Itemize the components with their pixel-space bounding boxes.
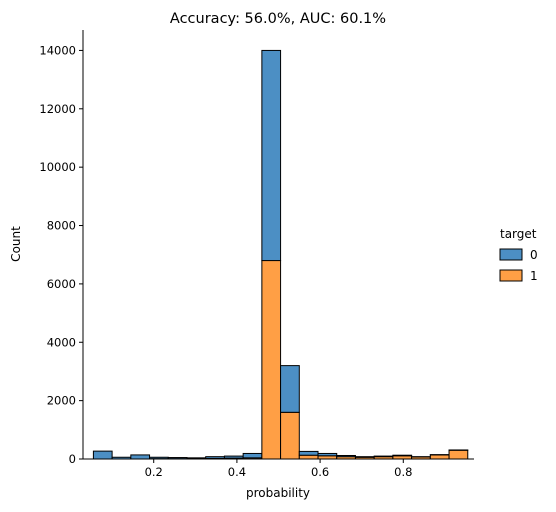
x-tick-label: 0.8: [394, 465, 412, 479]
bar-target-0-bin-6: [205, 456, 225, 459]
bar-target-0-bin-9: [261, 49, 282, 262]
bar-target-1-bin-18: [429, 454, 450, 460]
legend-label-1: 1: [530, 269, 538, 283]
bar-target-1-bin-19: [448, 449, 469, 460]
bar-target-0-bin-15: [373, 455, 394, 458]
y-tick-label: 12000: [39, 102, 76, 116]
bar-target-0-bin-11: [298, 450, 319, 456]
x-tick-label: 0.4: [228, 465, 246, 479]
bar-target-0-bin-16: [392, 454, 413, 457]
y-tick-label: 10000: [39, 160, 76, 174]
bars-layer: [92, 49, 469, 460]
y-tick-label: 8000: [47, 219, 76, 233]
bar-target-1-bin-10: [280, 411, 300, 460]
x-tick-label: 0.6: [311, 465, 329, 479]
x-tick-label: 0.2: [145, 465, 163, 479]
y-axis-label: Count: [9, 226, 23, 262]
legend-title: target: [500, 227, 537, 241]
bar-target-0-bin-12: [317, 452, 338, 457]
legend: target 0 1: [499, 227, 538, 283]
bar-target-0-bin-2: [130, 454, 151, 460]
legend-swatch-0: [499, 248, 523, 261]
bar-target-0-bin-13: [336, 454, 356, 458]
axes-layer: [82, 30, 474, 460]
bar-target-0-bin-8: [242, 452, 263, 459]
x-ticks: 0.2 0.4 0.6 0.8: [145, 459, 412, 479]
legend-label-0: 0: [530, 248, 538, 262]
y-ticks: 0 2000 4000 6000 8000 10000 12000 14000: [39, 43, 83, 466]
chart-title: Accuracy: 56.0%, AUC: 60.1%: [170, 11, 386, 27]
x-axis-label: probability: [246, 486, 310, 500]
bar-target-1-bin-11: [298, 454, 319, 460]
y-tick-label: 6000: [47, 277, 76, 291]
bar-target-1-bin-9: [261, 260, 282, 460]
y-tick-label: 0: [69, 452, 76, 466]
y-tick-label: 2000: [47, 394, 76, 408]
bar-target-0-bin-7: [223, 455, 244, 459]
y-tick-label: 14000: [39, 43, 76, 57]
bar-target-0-bin-14: [354, 456, 375, 458]
y-tick-label: 4000: [47, 335, 76, 349]
legend-swatch-1: [499, 269, 523, 282]
bar-target-0-bin-3: [149, 456, 169, 460]
bar-target-0-bin-0: [92, 450, 113, 460]
bar-target-0-bin-10: [280, 365, 300, 413]
